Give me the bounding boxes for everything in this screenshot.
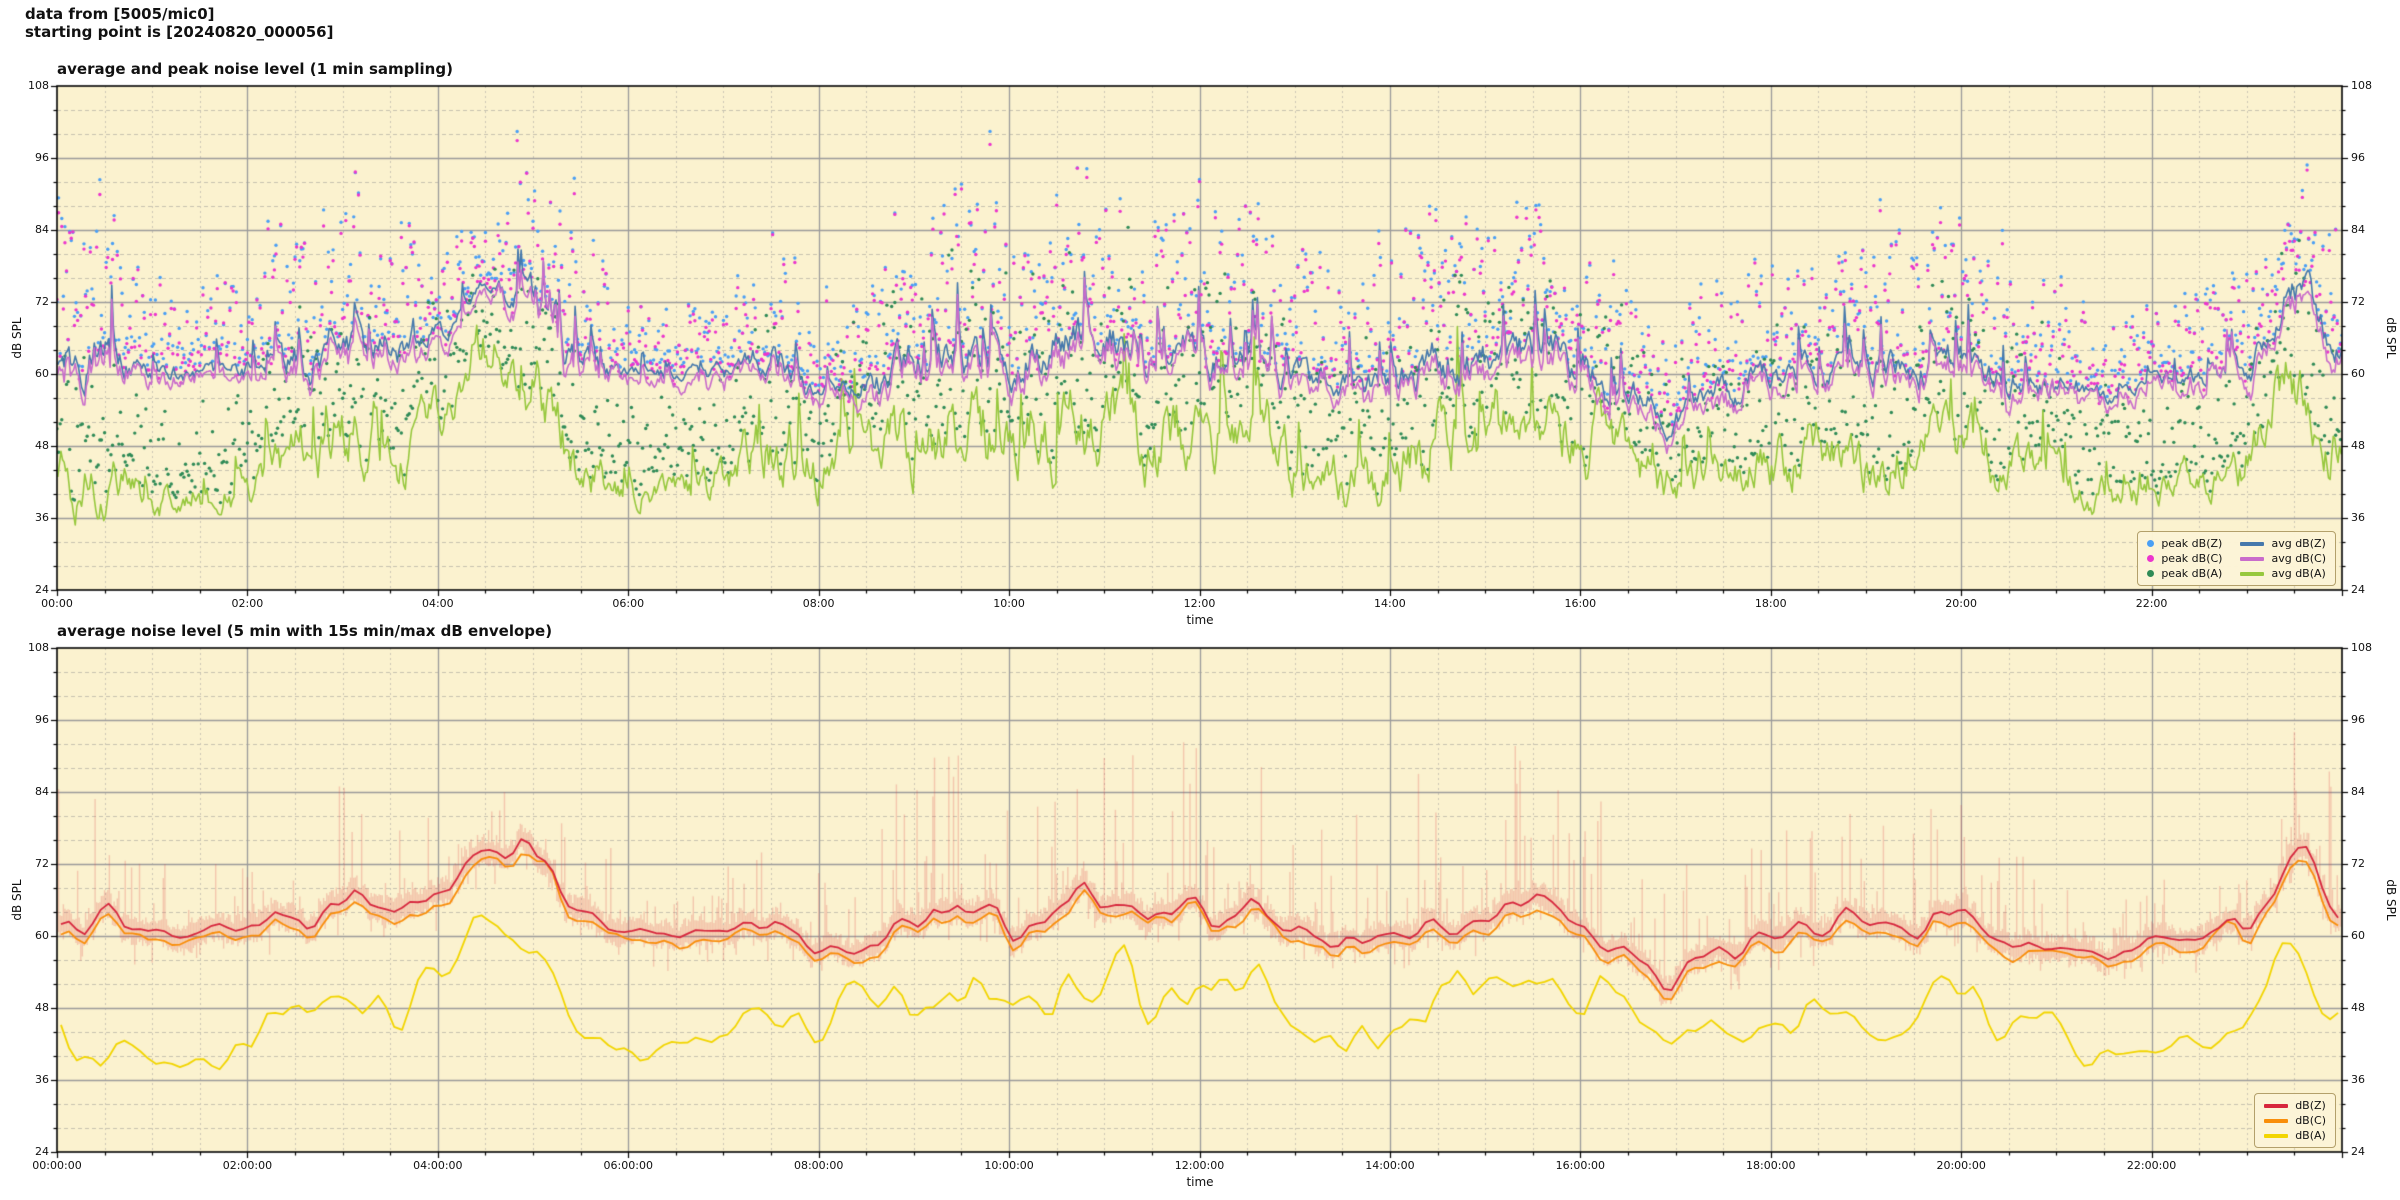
- legend-entry-avg-0: avg dB(Z): [2240, 536, 2326, 551]
- x-tick-label: 10:00:00: [984, 1159, 1034, 1172]
- y-tick-label: 96: [35, 713, 49, 726]
- legend-entry-avg-1: avg dB(C): [2240, 551, 2326, 566]
- header-line1: data from [5005/mic0]: [25, 5, 215, 23]
- legend-entry-db-2-label: dB(A): [2295, 1129, 2326, 1142]
- legend-entry-avg-2-label: avg dB(A): [2271, 567, 2326, 580]
- x-tick-label: 16:00:00: [1555, 1159, 1606, 1172]
- x-tick-label: 18:00:00: [1746, 1159, 1796, 1172]
- y-tick-label: 36: [35, 1073, 49, 1086]
- y-tick-label: 96: [2351, 713, 2365, 726]
- y-tick-label: 72: [2351, 857, 2365, 870]
- legend-entry-db-0: dB(Z): [2264, 1098, 2326, 1113]
- legend-entry-avg-1-label: avg dB(C): [2271, 552, 2326, 565]
- legend-entry-db-1: dB(C): [2264, 1113, 2326, 1128]
- legend-entry-peak-1-swatch: [2147, 555, 2155, 562]
- y-tick-label: 24: [2351, 583, 2365, 596]
- chart2-ylabel-left: dB SPL: [10, 879, 24, 921]
- x-tick-label: 18:00: [1754, 597, 1787, 610]
- y-tick-label: 24: [2351, 1145, 2365, 1158]
- x-tick-label: 08:00: [802, 597, 835, 610]
- chart1-ylabel-right: dB SPL: [2384, 317, 2398, 359]
- x-tick-label: 06:00: [612, 597, 645, 610]
- x-tick-label: 08:00:00: [793, 1159, 844, 1172]
- legend-entry-peak-2-label: peak dB(A): [2161, 567, 2223, 580]
- legend-entry-peak-0: peak dB(Z): [2147, 536, 2222, 551]
- y-tick-label: 36: [2351, 1073, 2365, 1086]
- y-tick-label: 96: [35, 151, 49, 164]
- legend-entry-peak-0-swatch: [2147, 540, 2155, 547]
- x-tick-label: 20:00:00: [1936, 1159, 1986, 1172]
- legend-entry-db-1-label: dB(C): [2295, 1114, 2326, 1127]
- y-tick-label: 48: [2351, 439, 2365, 452]
- legend-entry-peak-1-label: peak dB(C): [2161, 552, 2223, 565]
- legend-entry-db-0-swatch: [2264, 1103, 2289, 1108]
- legend-entry-avg-1-swatch: [2240, 556, 2265, 561]
- y-tick-label: 48: [2351, 1001, 2365, 1014]
- y-tick-label: 108: [2351, 79, 2372, 92]
- y-tick-label: 108: [2351, 641, 2372, 654]
- x-tick-label: 04:00: [421, 597, 454, 610]
- y-tick-label: 84: [35, 223, 49, 236]
- legend-entry-avg-2-swatch: [2240, 571, 2265, 576]
- legend-entry-db-1-swatch: [2264, 1118, 2289, 1123]
- x-tick-label: 02:00: [231, 597, 264, 610]
- x-tick-label: 06:00:00: [603, 1159, 653, 1172]
- y-tick-label: 60: [35, 929, 49, 942]
- legend-entry-db-2-swatch: [2264, 1133, 2289, 1138]
- y-tick-label: 108: [28, 79, 49, 92]
- legend-entry-peak-2-swatch: [2147, 570, 2155, 577]
- y-tick-label: 60: [35, 367, 49, 380]
- chart1-ylabel-left: dB SPL: [10, 317, 24, 359]
- header-line2: starting point is [20240820_000056]: [25, 23, 334, 41]
- x-tick-label: 10:00: [993, 597, 1025, 610]
- legend-entry-db-0-label: dB(Z): [2295, 1099, 2326, 1112]
- x-tick-label: 22:00:00: [2126, 1159, 2177, 1172]
- chart2-legend: dB(Z) dB(C) dB(A): [2254, 1093, 2336, 1148]
- legend-entry-db-2: dB(A): [2264, 1128, 2326, 1143]
- y-tick-label: 72: [2351, 295, 2365, 308]
- y-tick-label: 72: [35, 857, 49, 870]
- x-tick-label: 20:00: [1945, 597, 1977, 610]
- y-tick-label: 24: [35, 1145, 49, 1158]
- chart1-legend: peak dB(Z) avg dB(Z) peak dB(C) avg dB(C) pe…: [2137, 531, 2336, 586]
- x-tick-label: 14:00:00: [1365, 1159, 1415, 1172]
- x-tick-label: 14:00: [1374, 597, 1406, 610]
- y-tick-label: 48: [35, 439, 49, 452]
- y-tick-label: 36: [35, 511, 49, 524]
- y-tick-label: 60: [2351, 367, 2365, 380]
- x-tick-label: 12:00: [1183, 597, 1216, 610]
- x-tick-label: 00:00: [41, 597, 73, 610]
- chart1-title: average and peak noise level (1 min samp…: [57, 60, 453, 78]
- legend-entry-peak-1: peak dB(C): [2147, 551, 2222, 566]
- y-tick-label: 24: [35, 583, 49, 596]
- y-tick-label: 84: [2351, 223, 2365, 236]
- legend-entry-avg-0-swatch: [2240, 541, 2265, 546]
- chart1-xlabel: time: [1186, 613, 1214, 627]
- y-tick-label: 108: [28, 641, 49, 654]
- x-tick-label: 16:00: [1564, 597, 1597, 610]
- y-tick-label: 84: [35, 785, 49, 798]
- y-tick-label: 84: [2351, 785, 2365, 798]
- y-tick-label: 60: [2351, 929, 2365, 942]
- chart2-title: average noise level (5 min with 15s min/…: [57, 622, 553, 640]
- y-tick-label: 72: [35, 295, 49, 308]
- x-tick-label: 12:00:00: [1174, 1159, 1225, 1172]
- legend-entry-peak-0-label: peak dB(Z): [2161, 537, 2223, 550]
- x-tick-label: 02:00:00: [222, 1159, 273, 1172]
- y-tick-label: 48: [35, 1001, 49, 1014]
- y-tick-label: 36: [2351, 511, 2365, 524]
- chart2-xlabel: time: [1186, 1175, 1214, 1189]
- legend-entry-avg-0-label: avg dB(Z): [2271, 537, 2326, 550]
- x-tick-label: 00:00:00: [32, 1159, 82, 1172]
- x-tick-label: 22:00: [2135, 597, 2168, 610]
- y-tick-label: 96: [2351, 151, 2365, 164]
- legend-entry-avg-2: avg dB(A): [2240, 566, 2326, 581]
- x-tick-label: 04:00:00: [413, 1159, 463, 1172]
- legend-entry-peak-2: peak dB(A): [2147, 566, 2222, 581]
- chart2-ylabel-right: dB SPL: [2384, 879, 2398, 921]
